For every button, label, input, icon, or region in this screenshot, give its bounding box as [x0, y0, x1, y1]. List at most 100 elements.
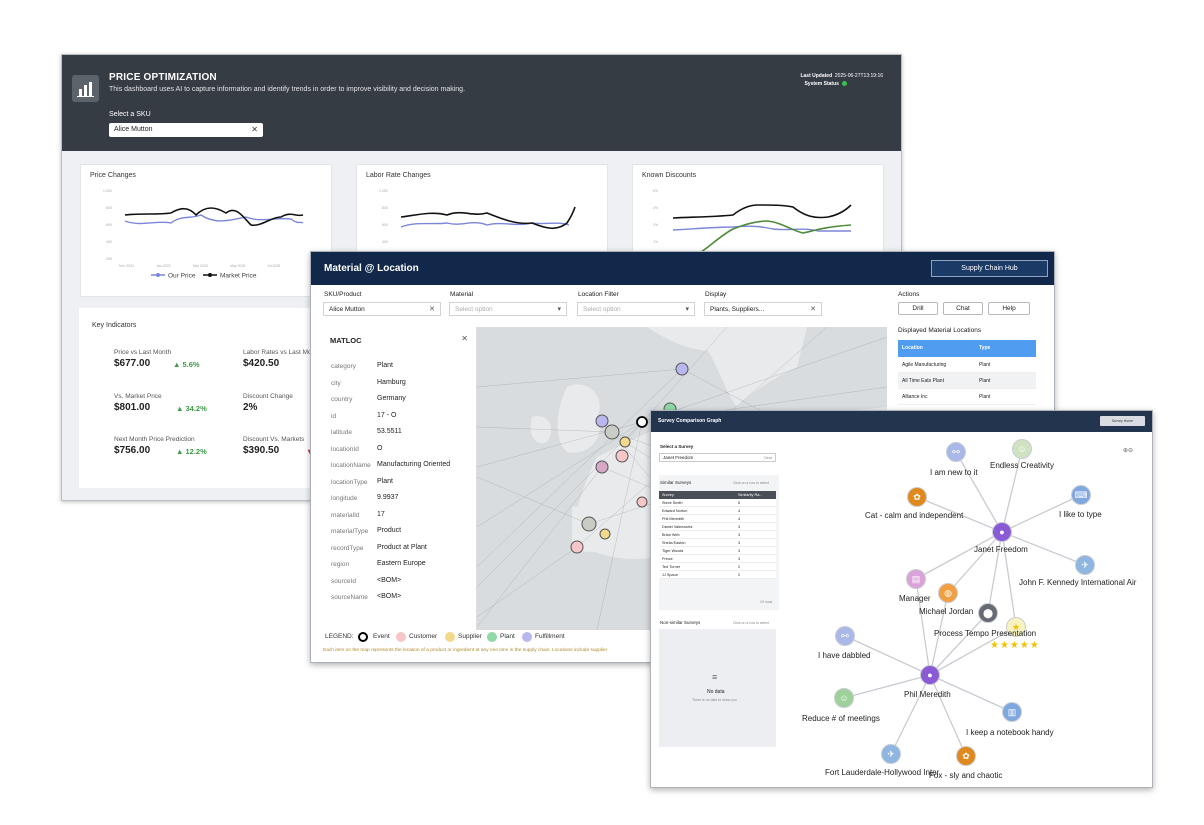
customer-marker: [615, 449, 629, 463]
clear-icon[interactable]: ✕: [251, 125, 258, 134]
field-key: locationName: [331, 462, 371, 469]
table-row[interactable]: Brian Web 3: [659, 531, 776, 539]
cell: 2: [738, 573, 741, 577]
fulfillment-marker: [595, 414, 609, 428]
discount-line-2: [692, 220, 852, 258]
survey-select[interactable]: Janet Freedom Clear: [659, 453, 776, 462]
labor-rate-chart: 1,000 800 600 400: [379, 189, 576, 244]
node-label: Process Tempo Presentation: [934, 629, 1037, 638]
actions-label: Actions: [898, 291, 920, 298]
clipboard-icon[interactable]: ▤: [906, 569, 926, 589]
chart-title: Price Changes: [90, 172, 136, 179]
person-icon[interactable]: ●: [992, 522, 1012, 542]
page-subtitle: This dashboard uses AI to capture inform…: [109, 86, 466, 93]
y-tick: 1,000: [103, 189, 112, 193]
supply-chain-hub-button[interactable]: Supply Chain Hub: [931, 260, 1048, 277]
node-label: I have dabbled: [818, 651, 871, 660]
keyboard-icon[interactable]: ⌨: [1071, 485, 1091, 505]
clear-icon[interactable]: ✕: [429, 306, 435, 313]
market-price-line: [124, 207, 304, 227]
survey-graph-edges: [843, 448, 1086, 757]
link-icon[interactable]: ⚯: [946, 442, 966, 462]
kpi-label: Price vs Last Month: [114, 349, 172, 356]
customer-marker: [595, 460, 609, 474]
close-icon[interactable]: ✕: [461, 334, 468, 343]
pin-icon[interactable]: ⬤: [978, 603, 998, 623]
event-legend-icon: [358, 632, 368, 642]
table-row[interactable]: All Time Eats Plant Plant: [898, 373, 1036, 389]
table-row[interactable]: Daniel Valenzuela 3: [659, 523, 776, 531]
price-changes-card: Price Changes 1,000 800 600 400 200 Nov …: [80, 164, 332, 297]
node-label: John F. Kennedy International Air: [1019, 578, 1137, 587]
page-title: Material @ Location: [324, 263, 419, 274]
supplier-marker: [599, 528, 611, 540]
page-title: Survey Comparison Graph: [658, 418, 722, 424]
discount-line-3: [672, 204, 852, 219]
cell: 2: [738, 565, 741, 569]
x-tick: Jul 2025: [267, 264, 280, 268]
field-key: materialId: [331, 512, 360, 519]
person-icon[interactable]: ●: [920, 665, 940, 685]
paw-icon[interactable]: ✿: [907, 487, 927, 507]
table-row[interactable]: Tiger Woods 3: [659, 547, 776, 555]
legend-customer: Customer: [409, 633, 438, 640]
material-label: Material: [450, 291, 474, 298]
star-icon[interactable]: ★: [1006, 617, 1026, 637]
plane-icon[interactable]: ✈: [881, 744, 901, 764]
link-icon[interactable]: ⚯: [835, 626, 855, 646]
field-key: recordType: [331, 545, 364, 552]
cell: 3: [738, 541, 741, 545]
location-filter-select[interactable]: Select option ▾: [577, 302, 695, 316]
kpi-label: Labor Rates vs Last Mo: [243, 349, 312, 356]
bar-chart-icon: [72, 75, 99, 102]
cell: Plant: [979, 378, 991, 384]
table-row[interactable]: Edward Norton 4: [659, 507, 776, 515]
similar-hint: Click on a row to select: [733, 481, 769, 485]
help-button[interactable]: Help: [988, 302, 1030, 315]
our-price-line: [124, 214, 304, 225]
notebook-icon[interactable]: ▥: [1002, 702, 1022, 722]
survey-home-button[interactable]: Survey Home: [1100, 416, 1145, 426]
table-row[interactable]: Sheila Easton 3: [659, 539, 776, 547]
cell: 5: [738, 501, 741, 505]
paw-icon[interactable]: ✿: [956, 746, 976, 766]
kpi-label: Next Month Price Prediction: [114, 436, 195, 443]
cell: 3: [738, 549, 741, 553]
zoom-controls-icon[interactable]: ⊕⊖: [1123, 448, 1134, 454]
y-tick: 400: [106, 240, 112, 244]
material-placeholder: Select option: [455, 306, 493, 313]
legend-event: Event: [373, 633, 390, 640]
sku-select[interactable]: Alice Mutton ✕: [109, 123, 263, 137]
clear-button[interactable]: Clear: [763, 456, 772, 460]
sku-product-select[interactable]: Alice Mutton ✕: [323, 302, 441, 316]
node-label: I keep a notebook handy: [966, 728, 1054, 737]
table-row[interactable]: Steve Smith 5: [659, 499, 776, 507]
field-value: <BOM>: [377, 577, 402, 584]
drill-button[interactable]: Drill: [898, 302, 938, 315]
supplier-legend-icon: [445, 632, 455, 642]
table-row[interactable]: Ted Turner 2: [659, 563, 776, 571]
sku-label: Select a SKU: [109, 111, 151, 118]
node-label: Reduce # of meetings: [802, 714, 880, 723]
material-select[interactable]: Select option ▾: [449, 302, 567, 316]
table-row[interactable]: Prince 3: [659, 555, 776, 563]
cell: Plant: [979, 362, 991, 368]
col-similarity: Similarity Ra...: [738, 493, 763, 497]
key-indicators-title: Key Indicators: [92, 322, 137, 329]
y-tick: 4%: [653, 206, 658, 210]
cell: Brian Web: [662, 533, 680, 537]
table-row[interactable]: Agile Manufacturing Plant: [898, 357, 1036, 373]
clear-icon[interactable]: ✕: [810, 306, 816, 313]
plane-icon[interactable]: ✈: [1075, 555, 1095, 575]
chat-button[interactable]: Chat: [943, 302, 983, 315]
status-block: Last Updated 2025-06-27T13:19:16 System …: [800, 72, 883, 88]
table-row[interactable]: Alliance Inc Plant: [898, 389, 1036, 405]
ball-icon[interactable]: ◍: [938, 583, 958, 603]
plant-marker: [604, 424, 620, 440]
person-icon[interactable]: ☺: [1012, 439, 1032, 459]
table-row[interactable]: JJ Spaun 2: [659, 571, 776, 579]
table-row[interactable]: Phil Meredith 4: [659, 515, 776, 523]
display-select[interactable]: Plants, Suppliers... ✕: [704, 302, 822, 316]
person-icon[interactable]: ☺: [834, 688, 854, 708]
customer-legend-icon: [396, 632, 406, 642]
